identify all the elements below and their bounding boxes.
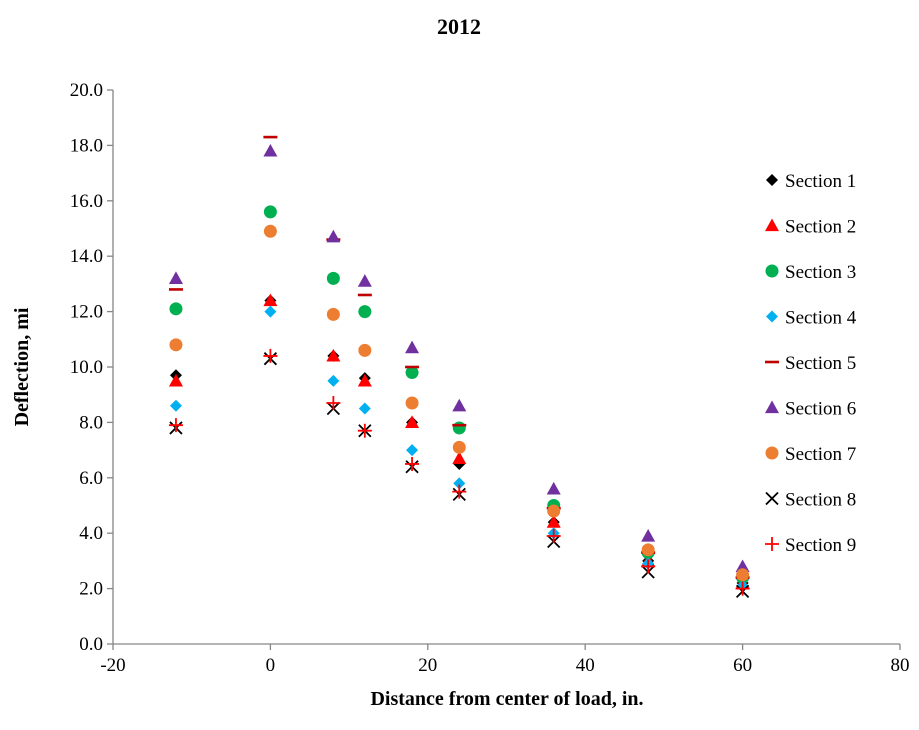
legend-label: Section 1 bbox=[785, 171, 856, 192]
data-point-section-9 bbox=[452, 484, 467, 499]
data-point-section-6 bbox=[405, 340, 420, 354]
y-tick-label: 0.0 bbox=[79, 634, 103, 655]
data-point-section-4 bbox=[169, 399, 182, 412]
data-markers bbox=[168, 135, 750, 599]
legend-marker-section-1 bbox=[766, 174, 778, 186]
data-point-section-9 bbox=[357, 423, 372, 438]
data-point-section-7 bbox=[326, 307, 340, 321]
data-point-section-7 bbox=[452, 440, 466, 454]
data-point-section-9 bbox=[326, 396, 341, 411]
legend-marker-section-6 bbox=[765, 400, 779, 414]
y-tick-label: 4.0 bbox=[79, 523, 103, 544]
y-tick-label: 6.0 bbox=[79, 468, 103, 489]
data-point-section-9 bbox=[641, 559, 656, 574]
y-tick-label: 14.0 bbox=[70, 246, 103, 267]
x-tick-label: 80 bbox=[891, 655, 910, 676]
data-point-section-6 bbox=[735, 559, 750, 573]
legend-label: Section 9 bbox=[785, 535, 856, 556]
x-tick-label: 60 bbox=[733, 655, 752, 676]
x-ticks: -20 0 20 40 60 80 bbox=[100, 644, 910, 676]
x-tick-label: 0 bbox=[266, 655, 276, 676]
data-point-section-7 bbox=[736, 568, 750, 582]
legend-marker-section-3 bbox=[765, 264, 779, 278]
data-point-section-7 bbox=[405, 396, 419, 410]
legend-label: Section 6 bbox=[785, 399, 856, 420]
data-point-section-7 bbox=[641, 543, 655, 557]
legend-label: Section 4 bbox=[785, 308, 857, 329]
data-point-section-3 bbox=[263, 205, 277, 219]
data-point-section-6 bbox=[452, 398, 467, 412]
legend-marker-section-9 bbox=[765, 537, 779, 551]
data-point-section-6 bbox=[263, 143, 278, 157]
legend-marker-section-7 bbox=[765, 446, 779, 460]
data-point-section-2 bbox=[546, 515, 561, 528]
x-axis-label: Distance from center of load, in. bbox=[370, 688, 643, 710]
x-tick-label: 40 bbox=[576, 655, 595, 676]
data-point-section-6 bbox=[168, 271, 183, 284]
data-point-section-4 bbox=[453, 477, 466, 490]
data-point-section-7 bbox=[169, 338, 183, 352]
y-tick-label: 12.0 bbox=[70, 302, 103, 323]
data-point-section-7 bbox=[547, 504, 561, 518]
data-point-section-9 bbox=[546, 528, 561, 543]
data-point-section-7 bbox=[263, 224, 277, 238]
data-point-section-2 bbox=[405, 415, 420, 428]
legend-label: Section 8 bbox=[785, 490, 856, 511]
data-point-section-7 bbox=[358, 343, 372, 357]
data-point-section-6 bbox=[641, 528, 656, 542]
legend-label: Section 3 bbox=[785, 262, 856, 283]
y-tick-label: 10.0 bbox=[70, 357, 103, 378]
data-point-section-4 bbox=[264, 305, 277, 318]
data-point-section-4 bbox=[406, 444, 419, 457]
data-point-section-4 bbox=[358, 402, 371, 415]
legend: Section 1 Section 2 Section 3 Section 4 Sect… bbox=[765, 171, 857, 556]
y-tick-label: 16.0 bbox=[70, 191, 103, 212]
data-point-section-6 bbox=[357, 274, 372, 287]
y-tick-label: 8.0 bbox=[79, 412, 103, 433]
y-tick-label: 20.0 bbox=[70, 80, 103, 101]
data-point-section-2 bbox=[168, 373, 183, 387]
legend-marker-section-2 bbox=[765, 218, 779, 232]
y-axis-label: Deflection, mi bbox=[11, 307, 33, 426]
y-tick-label: 2.0 bbox=[79, 579, 103, 600]
legend-marker-section-8 bbox=[765, 491, 779, 506]
data-point-section-2 bbox=[452, 451, 467, 465]
data-point-section-9 bbox=[735, 581, 750, 596]
legend-label: Section 7 bbox=[785, 444, 856, 465]
data-point-section-6 bbox=[326, 229, 341, 243]
data-point-section-2 bbox=[326, 348, 341, 362]
y-ticks: 0.0 2.0 4.0 6.0 8.0 10.0 12.0 14.0 16.0 18.0 20.0 bbox=[70, 80, 113, 655]
data-point-section-2 bbox=[263, 293, 278, 307]
data-point-section-3 bbox=[326, 271, 340, 285]
data-point-section-3 bbox=[169, 302, 183, 316]
data-point-section-4 bbox=[327, 374, 340, 387]
data-point-section-2 bbox=[357, 373, 372, 387]
data-point-section-9 bbox=[263, 348, 278, 363]
data-point-section-6 bbox=[546, 481, 561, 495]
legend-label: Section 5 bbox=[785, 353, 856, 374]
data-point-section-3 bbox=[358, 305, 372, 319]
legend-marker-section-4 bbox=[766, 310, 778, 323]
x-tick-label: -20 bbox=[100, 655, 125, 676]
legend-label: Section 2 bbox=[785, 217, 856, 238]
x-tick-label: 20 bbox=[418, 655, 437, 676]
data-point-section-3 bbox=[452, 421, 466, 435]
plot-area bbox=[112, 90, 900, 645]
data-point-section-9 bbox=[405, 456, 420, 471]
data-point-section-3 bbox=[405, 366, 419, 380]
chart-title: 2012 bbox=[437, 14, 481, 39]
data-point-section-9 bbox=[168, 418, 183, 433]
y-tick-label: 18.0 bbox=[70, 135, 103, 156]
